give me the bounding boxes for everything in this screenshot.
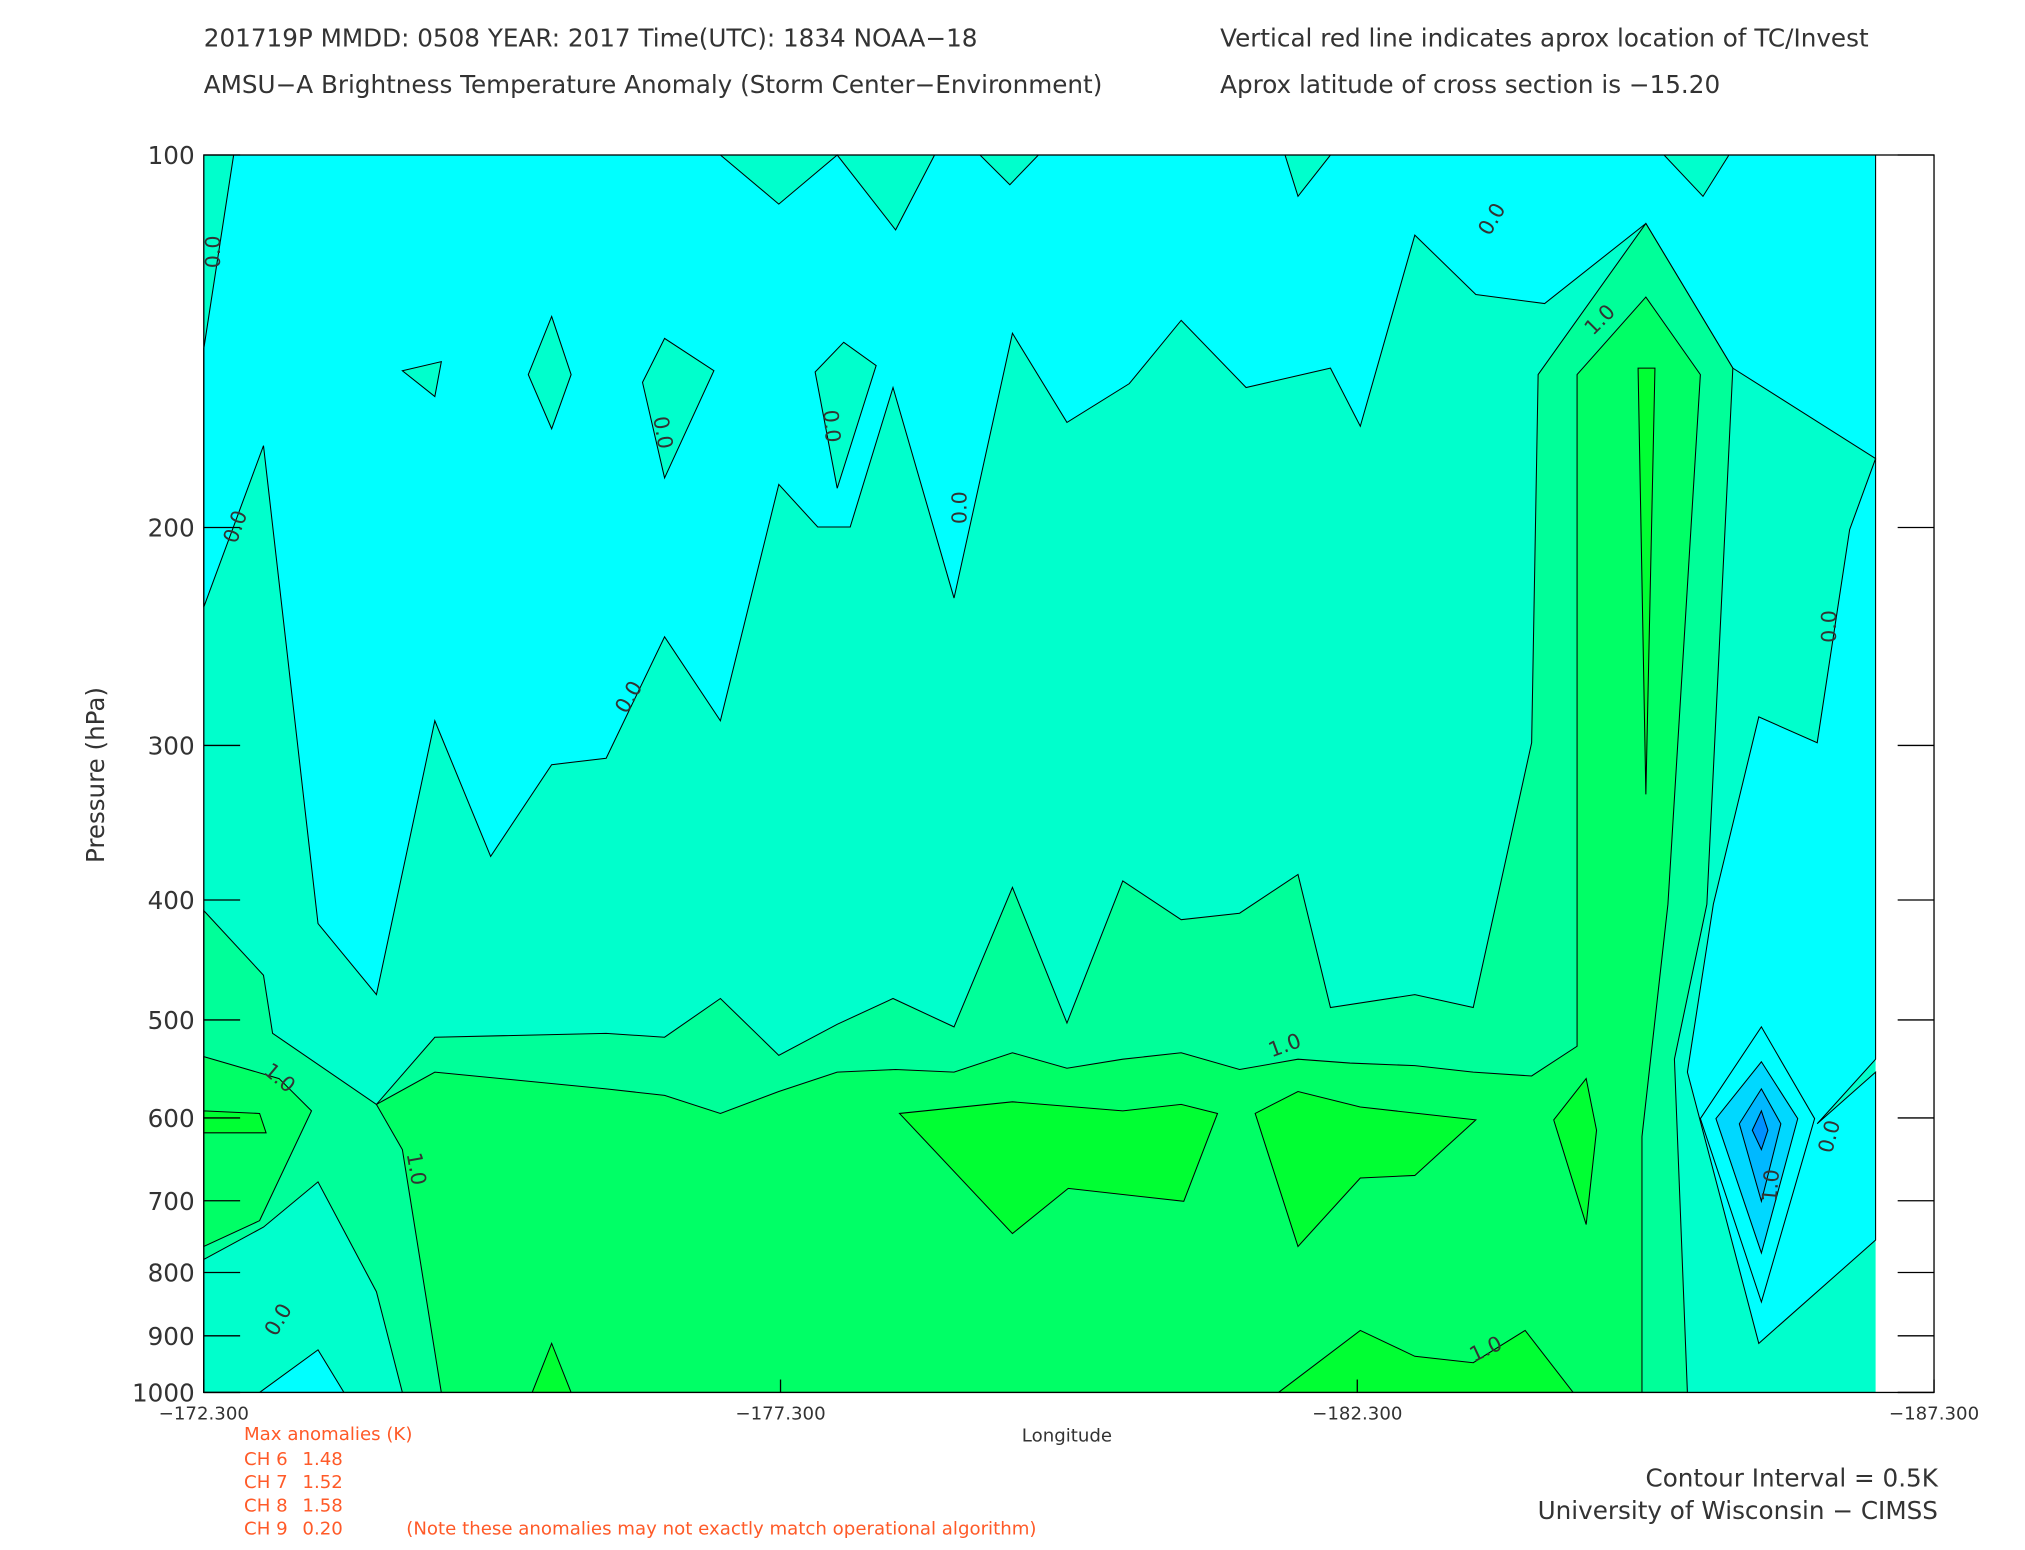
header-line2: AMSU−A Brightness Temperature Anomaly (S… (204, 70, 1103, 99)
anomaly-channel: CH 6 (244, 1449, 288, 1470)
canvas: 201719P MMDD: 0508 YEAR: 2017 Time(UTC):… (81, 24, 1979, 1540)
level-3 (1553, 1077, 1598, 1225)
region-negative (203, 154, 1877, 996)
y-tick-label: 400 (148, 886, 195, 915)
y-tick-label: 500 (148, 1006, 195, 1035)
level-3 (1254, 1090, 1478, 1248)
island (401, 360, 442, 398)
y-axis-label: Pressure (hPa) (81, 687, 110, 863)
level-3 (1637, 367, 1656, 795)
header-note2: Aprox latitude of cross section is −15.2… (1220, 70, 1720, 99)
y-tick-label: 100 (148, 141, 195, 170)
contour-label: 0.0 (648, 414, 677, 451)
plot-frame (203, 154, 1935, 1394)
contour-label: 0.0 (1817, 610, 1841, 643)
header-note1: Vertical red line indicates aprox locati… (1220, 24, 1869, 53)
y-tick-label: 200 (148, 514, 195, 543)
island (814, 341, 877, 489)
y-tick-label: 300 (148, 732, 195, 761)
credit: University of Wisconsin − CIMSS (1538, 1496, 1938, 1525)
x-tick-label: −182.300 (1312, 1404, 1402, 1425)
contour-interval: Contour Interval = 0.5K (1646, 1464, 1939, 1493)
y-tick-label: 1000 (132, 1379, 195, 1408)
x-tick-label: −172.300 (159, 1404, 249, 1425)
contour-label: 1.0 (402, 1151, 431, 1188)
x-axis-label: Longitude (1022, 1426, 1112, 1447)
level-3 (898, 1101, 1219, 1235)
y-tick-label: 600 (148, 1104, 195, 1133)
header-line1: 201719P MMDD: 0508 YEAR: 2017 Time(UTC):… (204, 24, 978, 53)
region-negative (1751, 1109, 1769, 1152)
contour-fill (203, 154, 1877, 1393)
y-tick-label: 900 (148, 1322, 195, 1351)
contour-label: 0.0 (201, 235, 225, 268)
anomaly-title: Max anomalies (K) (244, 1424, 412, 1445)
x-tick-label: −177.300 (735, 1404, 825, 1425)
contour-label: 0.0 (947, 491, 971, 524)
level-3 (203, 1110, 267, 1134)
y-tick-label: 700 (148, 1187, 195, 1216)
anomaly-value: 0.20 (302, 1519, 342, 1540)
anomaly-channel: CH 9 (244, 1519, 288, 1540)
anomaly-value: 1.48 (302, 1449, 342, 1470)
anomaly-value: 1.52 (302, 1472, 342, 1493)
anomaly-channel: CH 8 (244, 1495, 288, 1516)
anomaly-note: (Note these anomalies may not exactly ma… (406, 1519, 1036, 1540)
contour-label: 1.0 (1757, 1168, 1784, 1203)
island (527, 314, 572, 431)
island (641, 337, 715, 480)
anomaly-channel: CH 7 (244, 1472, 288, 1493)
contour-label: 0.0 (818, 409, 845, 444)
x-tick-label: −187.300 (1889, 1404, 1979, 1425)
y-tick-label: 800 (148, 1259, 195, 1288)
anomaly-value: 1.58 (302, 1495, 342, 1516)
